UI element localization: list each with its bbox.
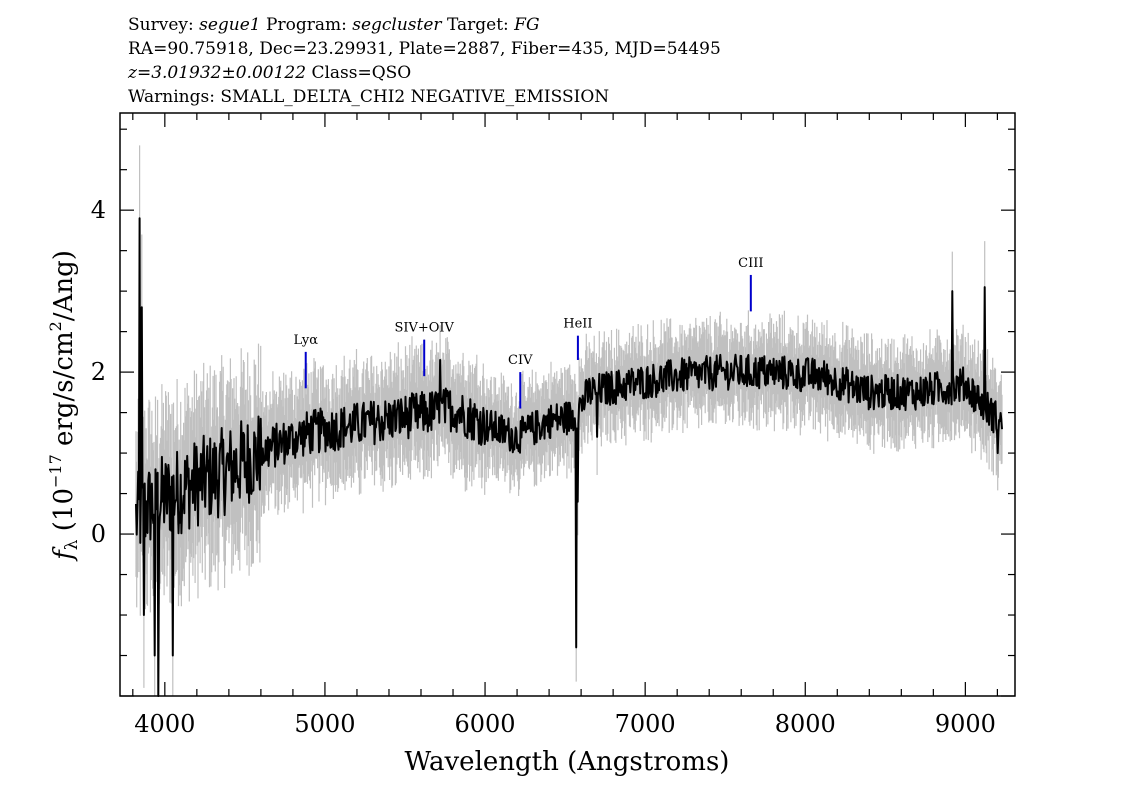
header-line-warnings: Warnings: SMALL_DELTA_CHI2 NEGATIVE_EMIS… xyxy=(128,87,609,107)
emission-line-label: CIII xyxy=(738,256,763,271)
target-label: Target: xyxy=(442,15,515,35)
plot-axes: 4000 5000 6000 7000 8000 9000 0 2 4 xyxy=(91,112,1016,738)
emission-line-markers: Lyα SIV+OIV CIV HeII CIII xyxy=(293,256,764,409)
emission-line-label: SIV+OIV xyxy=(394,321,454,336)
emission-line-label: HeII xyxy=(563,317,592,332)
y-axis-title-main: (10 xyxy=(49,488,79,540)
y-tick-label: 2 xyxy=(91,358,106,386)
x-tick-label: 9000 xyxy=(935,710,996,738)
header-line-redshift: z=3.01932±0.00122 Class=QSO xyxy=(127,63,411,83)
y-axis-title-exp2: 2 xyxy=(46,321,65,331)
header-line-survey: Survey: segue1 Program: segcluster Targe… xyxy=(128,15,540,35)
plot-frame xyxy=(119,112,1016,697)
program-value: segcluster xyxy=(352,15,442,35)
emission-line-label: CIV xyxy=(508,353,533,368)
survey-label: Survey: xyxy=(128,15,199,35)
x-tick-label: 8000 xyxy=(775,710,836,738)
header-line-coordinates: RA=90.75918, Dec=23.29931, Plate=2887, F… xyxy=(128,39,721,59)
survey-value: segue1 xyxy=(199,15,261,35)
x-tick-label: 6000 xyxy=(455,710,516,738)
y-tick-label: 0 xyxy=(91,520,106,548)
x-tick-label: 7000 xyxy=(615,710,676,738)
spectrum-line xyxy=(135,217,1003,697)
x-axis-title: Wavelength (Angstroms) xyxy=(405,747,730,777)
emission-line-label: Lyα xyxy=(293,333,318,348)
y-axis-title-sub: λ xyxy=(62,539,82,550)
y-axis-title-units: erg/s/cm xyxy=(49,331,79,454)
program-label: Program: xyxy=(261,15,353,35)
x-tick-label: 5000 xyxy=(294,710,355,738)
spectrum-series xyxy=(135,217,1003,697)
target-value: FG xyxy=(513,15,539,35)
y-tick-label: 4 xyxy=(91,196,106,224)
redshift-value: z=3.01932±0.00122 xyxy=(127,63,306,83)
y-axis-title-exp: −17 xyxy=(46,454,65,488)
class-value: Class=QSO xyxy=(306,63,411,83)
x-tick-label: 4000 xyxy=(134,710,195,738)
y-axis-title-end: /Ang) xyxy=(49,250,79,321)
y-axis-title: fλ (10−17 erg/s/cm2/Ang) xyxy=(46,250,82,562)
